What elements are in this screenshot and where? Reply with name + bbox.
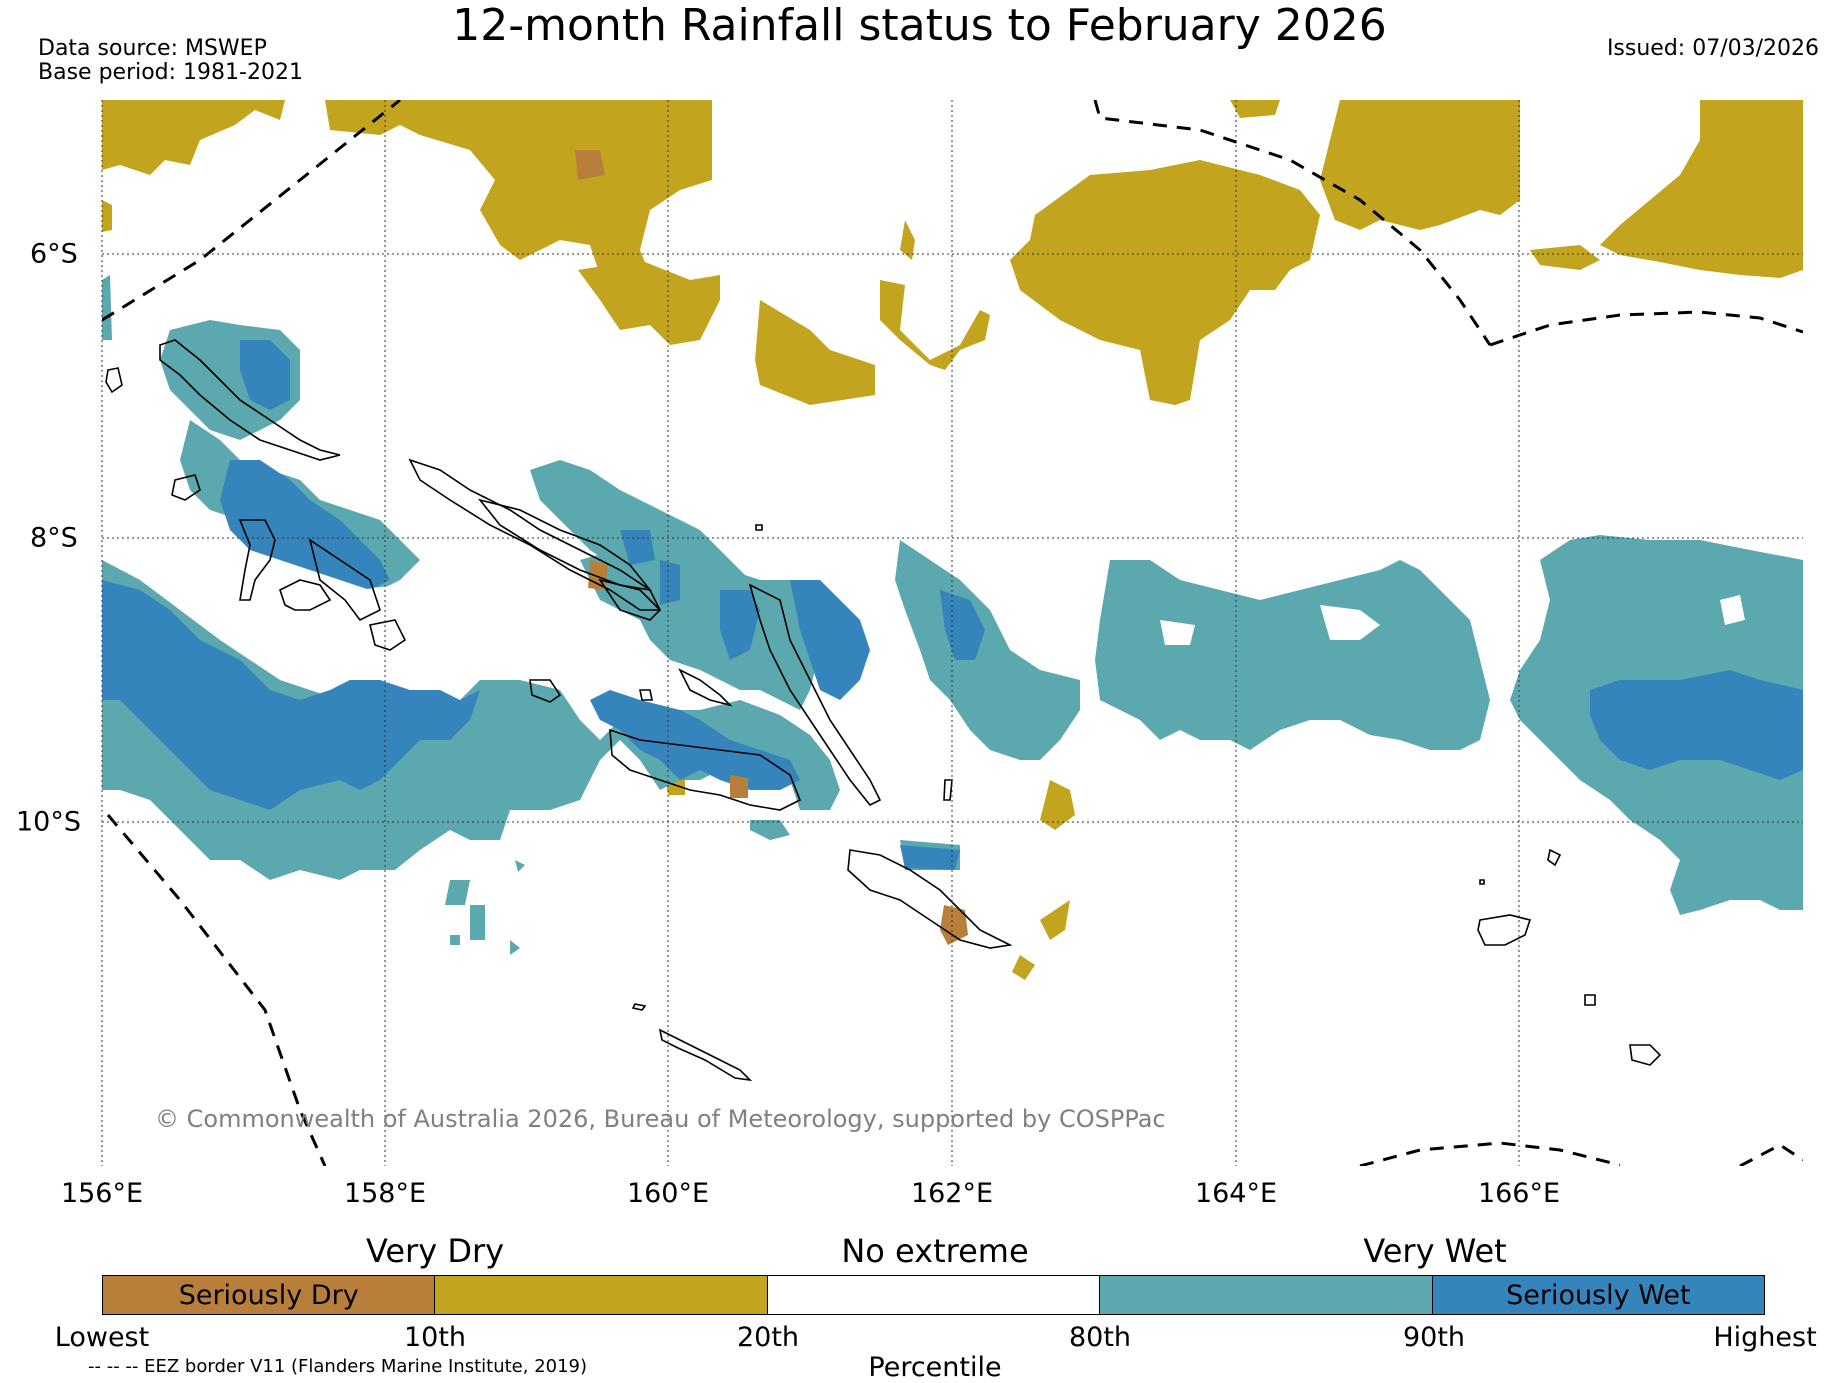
percentile-lowest: Lowest [54, 1322, 150, 1353]
gridlines [102, 100, 1803, 1166]
percentile-highest: Highest [1713, 1322, 1817, 1353]
no-extreme-holes [200, 580, 1745, 655]
y-tick-10s: 10°S [16, 806, 81, 838]
legend-category-very-dry: Very Dry [365, 1232, 505, 1270]
x-tick-162e: 162°E [910, 1178, 994, 1209]
percentile-20th: 20th [736, 1322, 800, 1353]
base-period-label: Base period: 1981-2021 [38, 60, 303, 85]
issued-date-label: Issued: 07/03/2026 [1606, 36, 1819, 61]
x-tick-158e: 158°E [343, 1178, 427, 1209]
seriously-wet-regions [102, 340, 1803, 870]
coastlines [105, 339, 1662, 1082]
legend-segment-no-extreme [767, 1276, 1101, 1314]
legend-segment-very-dry [435, 1276, 768, 1314]
legend-colorbar: Seriously Dry Seriously Wet [102, 1275, 1765, 1315]
seriously-dry-regions [575, 150, 968, 945]
percentile-90th: 90th [1402, 1322, 1466, 1353]
legend-segment-seriously-dry: Seriously Dry [103, 1276, 436, 1314]
legend-category-no-extreme: No extreme [841, 1232, 1029, 1270]
legend-segment-very-wet [1100, 1276, 1433, 1314]
x-tick-156e: 156°E [60, 1178, 144, 1209]
x-tick-164e: 164°E [1194, 1178, 1278, 1209]
page-title: 12-month Rainfall status to February 202… [452, 0, 1387, 51]
x-tick-166e: 166°E [1477, 1178, 1561, 1209]
data-source-label: Data source: MSWEP [38, 36, 267, 61]
legend-segment-seriously-wet: Seriously Wet [1432, 1276, 1765, 1314]
eez-borders [102, 100, 1803, 1166]
very-dry-regions [102, 100, 1803, 980]
percentile-80th: 80th [1068, 1322, 1132, 1353]
copyright-notice: © Commonwealth of Australia 2026, Bureau… [155, 1105, 1166, 1133]
y-tick-6s: 6°S [30, 238, 78, 270]
rainfall-map [101, 100, 1803, 1166]
legend-category-very-wet: Very Wet [1363, 1232, 1507, 1270]
x-tick-160e: 160°E [626, 1178, 710, 1209]
percentile-axis-label: Percentile [868, 1352, 1002, 1383]
eez-border-note: -- -- -- EEZ border V11 (Flanders Marine… [88, 1356, 588, 1377]
y-tick-8s: 8°S [30, 522, 78, 554]
percentile-10th: 10th [403, 1322, 467, 1353]
